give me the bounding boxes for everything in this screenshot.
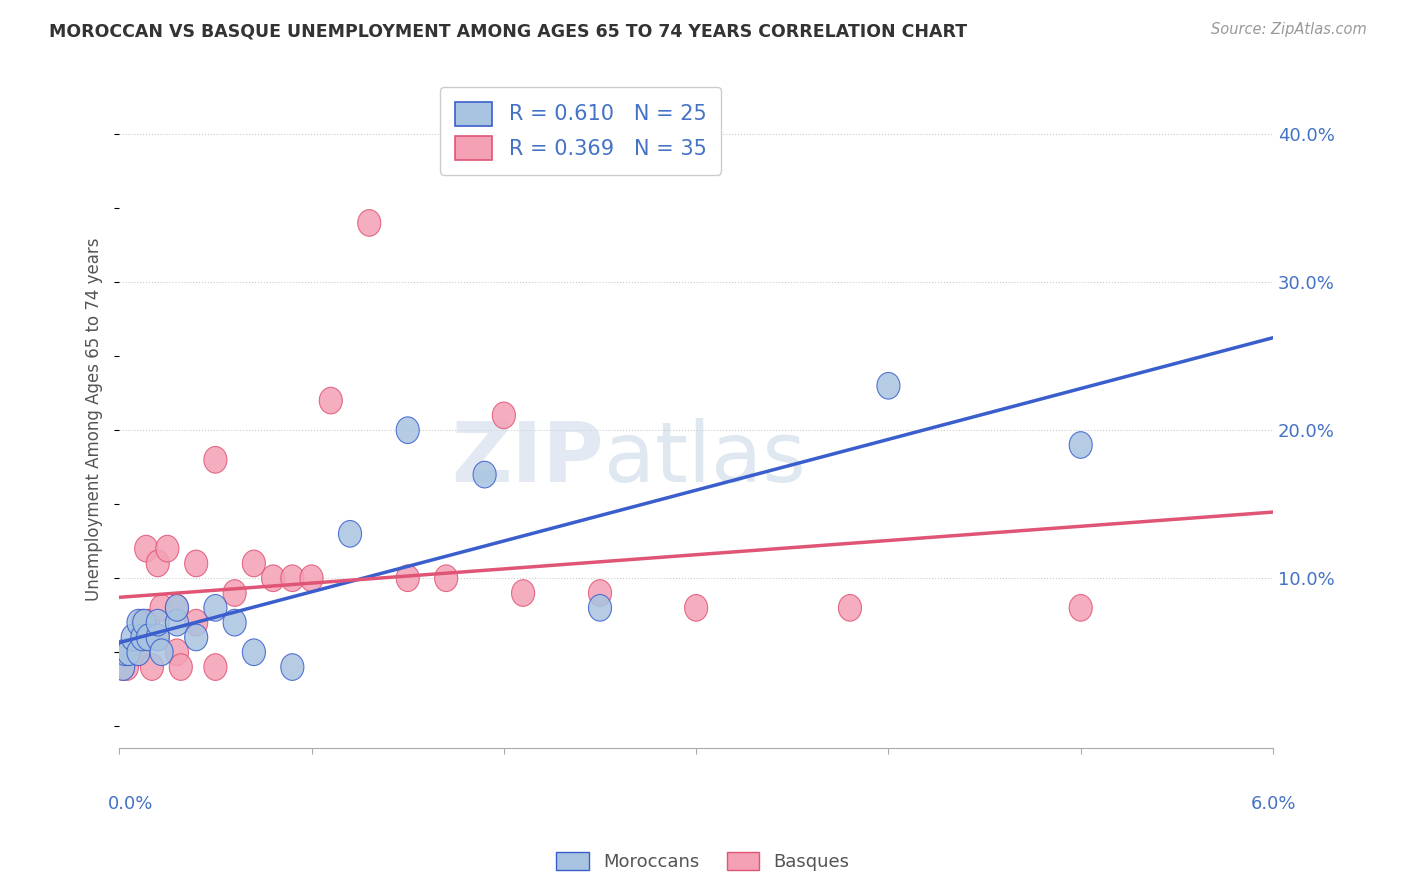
Text: 6.0%: 6.0% — [1250, 795, 1296, 813]
Ellipse shape — [121, 639, 145, 665]
Ellipse shape — [136, 609, 160, 636]
Ellipse shape — [589, 580, 612, 607]
Ellipse shape — [131, 609, 153, 636]
Ellipse shape — [166, 594, 188, 621]
Ellipse shape — [127, 609, 150, 636]
Ellipse shape — [685, 594, 707, 621]
Ellipse shape — [121, 624, 145, 651]
Ellipse shape — [204, 447, 226, 473]
Ellipse shape — [132, 609, 156, 636]
Ellipse shape — [434, 565, 458, 591]
Ellipse shape — [1069, 594, 1092, 621]
Ellipse shape — [111, 654, 135, 681]
Ellipse shape — [589, 594, 612, 621]
Ellipse shape — [115, 654, 139, 681]
Ellipse shape — [339, 521, 361, 547]
Ellipse shape — [224, 609, 246, 636]
Ellipse shape — [281, 565, 304, 591]
Ellipse shape — [1069, 432, 1092, 458]
Ellipse shape — [141, 654, 163, 681]
Ellipse shape — [127, 639, 150, 665]
Ellipse shape — [512, 580, 534, 607]
Ellipse shape — [146, 624, 169, 651]
Ellipse shape — [184, 609, 208, 636]
Ellipse shape — [242, 639, 266, 665]
Ellipse shape — [204, 654, 226, 681]
Y-axis label: Unemployment Among Ages 65 to 74 years: Unemployment Among Ages 65 to 74 years — [86, 237, 103, 601]
Legend: R = 0.610   N = 25, R = 0.369   N = 35: R = 0.610 N = 25, R = 0.369 N = 35 — [440, 87, 721, 175]
Ellipse shape — [281, 654, 304, 681]
Text: ZIP: ZIP — [451, 418, 603, 500]
Text: Source: ZipAtlas.com: Source: ZipAtlas.com — [1211, 22, 1367, 37]
Ellipse shape — [117, 639, 141, 665]
Ellipse shape — [136, 624, 160, 651]
Ellipse shape — [156, 535, 179, 562]
Ellipse shape — [299, 565, 323, 591]
Ellipse shape — [262, 565, 284, 591]
Ellipse shape — [117, 639, 141, 665]
Ellipse shape — [131, 624, 153, 651]
Ellipse shape — [111, 654, 135, 681]
Ellipse shape — [169, 654, 193, 681]
Ellipse shape — [184, 550, 208, 577]
Ellipse shape — [127, 639, 150, 665]
Ellipse shape — [224, 580, 246, 607]
Ellipse shape — [150, 594, 173, 621]
Ellipse shape — [838, 594, 862, 621]
Ellipse shape — [146, 609, 169, 636]
Ellipse shape — [396, 417, 419, 443]
Ellipse shape — [146, 550, 169, 577]
Ellipse shape — [146, 624, 169, 651]
Text: 0.0%: 0.0% — [108, 795, 153, 813]
Ellipse shape — [396, 565, 419, 591]
Ellipse shape — [150, 639, 173, 665]
Ellipse shape — [166, 594, 188, 621]
Ellipse shape — [135, 535, 157, 562]
Ellipse shape — [492, 402, 516, 429]
Ellipse shape — [472, 461, 496, 488]
Ellipse shape — [242, 550, 266, 577]
Ellipse shape — [166, 639, 188, 665]
Ellipse shape — [319, 387, 342, 414]
Ellipse shape — [877, 373, 900, 399]
Ellipse shape — [357, 210, 381, 236]
Ellipse shape — [204, 594, 226, 621]
Ellipse shape — [184, 624, 208, 651]
Ellipse shape — [166, 609, 188, 636]
Text: MOROCCAN VS BASQUE UNEMPLOYMENT AMONG AGES 65 TO 74 YEARS CORRELATION CHART: MOROCCAN VS BASQUE UNEMPLOYMENT AMONG AG… — [49, 22, 967, 40]
Ellipse shape — [114, 639, 136, 665]
Legend: Moroccans, Basques: Moroccans, Basques — [550, 845, 856, 879]
Text: atlas: atlas — [603, 418, 806, 500]
